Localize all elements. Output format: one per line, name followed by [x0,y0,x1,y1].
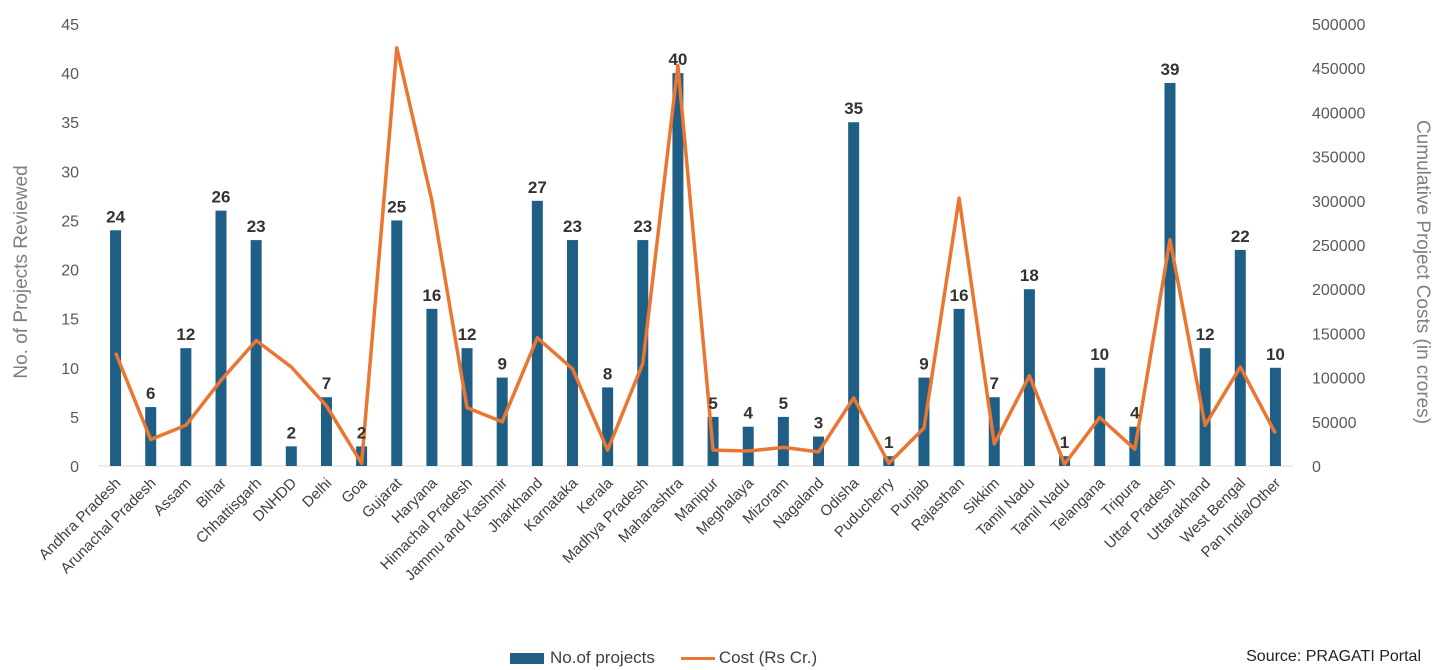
left-tick-label-2: 10 [61,361,79,378]
bar-data-label: 23 [633,217,652,236]
bar-data-label: 2 [357,423,366,442]
bar-data-label: 39 [1161,60,1180,79]
bar-data-label: 12 [1196,325,1215,344]
bar [1234,249,1246,466]
category-label: Delhi [299,475,335,511]
bar-data-label: 2 [287,423,296,442]
left-tick-label-6: 30 [61,164,79,181]
right-axis-ticks: 0 50000 100000 150000 200000 250000 300000 3500… [1312,17,1365,476]
right-tick-label-10: 500000 [1312,17,1365,34]
bar-data-label: 4 [1130,404,1140,423]
right-tick-label-9: 450000 [1312,61,1365,78]
bar-data-label: 10 [1266,345,1285,364]
bar-data-label: 5 [708,394,717,413]
right-tick-label-7: 350000 [1312,150,1365,167]
bar-data-label: 23 [247,217,266,236]
right-tick-label-2: 100000 [1312,371,1365,388]
bar-data-label: 25 [387,197,406,216]
bar [566,240,578,466]
category-label: Assam [150,475,194,519]
cost-line-series [113,46,1277,466]
bar [1164,82,1176,466]
right-tick-label-8: 400000 [1312,105,1365,122]
right-axis-title: Cumulative Project Costs (in crores) [1412,120,1433,424]
bar [426,308,438,466]
left-tick-label-7: 35 [61,115,79,132]
bar [320,397,332,466]
bar-data-label: 7 [990,374,999,393]
bar-data-label: 40 [668,50,687,69]
bar [215,210,227,466]
left-tick-label-9: 45 [61,17,79,34]
left-tick-label-0: 0 [70,459,79,476]
bar-data-label: 1 [1060,433,1069,452]
right-tick-label-4: 200000 [1312,282,1365,299]
bar-data-label: 12 [458,325,477,344]
bar [602,387,614,466]
bar-data-label: 16 [422,286,441,305]
bar-data-label: 4 [743,404,753,423]
right-tick-label-6: 300000 [1312,194,1365,211]
legend: No.of projects Cost (Rs Cr.) [510,648,817,668]
legend-line-swatch [680,656,715,660]
left-tick-label-8: 40 [61,66,79,83]
bar [531,200,543,467]
bar-data-label: 3 [814,414,823,433]
bar-data-label: 9 [919,355,928,374]
bar-data-label: 26 [212,188,231,207]
right-tick-label-1: 50000 [1312,415,1357,432]
bar-data-label: 9 [497,355,506,374]
legend-bar-label: No.of projects [550,648,655,667]
bar-data-labels: 2461226232722516129272382340545335191671… [106,50,1285,452]
bar [391,220,403,466]
source-note: Source: PRAGATI Portal [1246,648,1421,665]
bar-data-label: 27 [528,178,547,197]
bar-data-label: 10 [1090,345,1109,364]
bar-data-label: 35 [844,99,863,118]
bar [1269,367,1281,466]
bar-data-label: 12 [176,325,195,344]
bar [777,416,789,466]
bar-data-label: 16 [950,286,969,305]
bar [848,122,860,466]
left-tick-label-5: 25 [61,213,79,230]
left-tick-label-3: 15 [61,312,79,329]
bar [1199,348,1211,466]
bar-data-label: 6 [146,384,155,403]
bar [672,73,684,466]
bar [180,348,192,466]
bar-data-label: 22 [1231,227,1250,246]
bar [742,426,754,466]
left-axis-title: No. of Projects Reviewed [11,165,32,378]
left-tick-label-4: 20 [61,263,79,280]
bar-data-label: 18 [1020,266,1039,285]
right-tick-label-5: 250000 [1312,238,1365,255]
bar [285,446,297,466]
bar-data-label: 7 [322,374,331,393]
right-tick-label-0: 0 [1312,459,1321,476]
right-tick-label-3: 150000 [1312,326,1365,343]
left-tick-label-1: 5 [70,410,79,427]
bar-data-label: 5 [779,394,788,413]
bar-data-label: 23 [563,217,582,236]
bar [110,230,122,466]
bar-data-label: 8 [603,364,612,383]
legend-bar-swatch [510,652,544,664]
legend-line-label: Cost (Rs Cr.) [718,648,818,667]
left-axis-ticks: 0 5 10 15 20 25 30 35 40 45 [61,17,79,476]
bar-data-label: 24 [106,207,125,226]
bar [953,308,965,466]
bar [250,240,262,466]
bar-data-label: 1 [884,433,893,452]
